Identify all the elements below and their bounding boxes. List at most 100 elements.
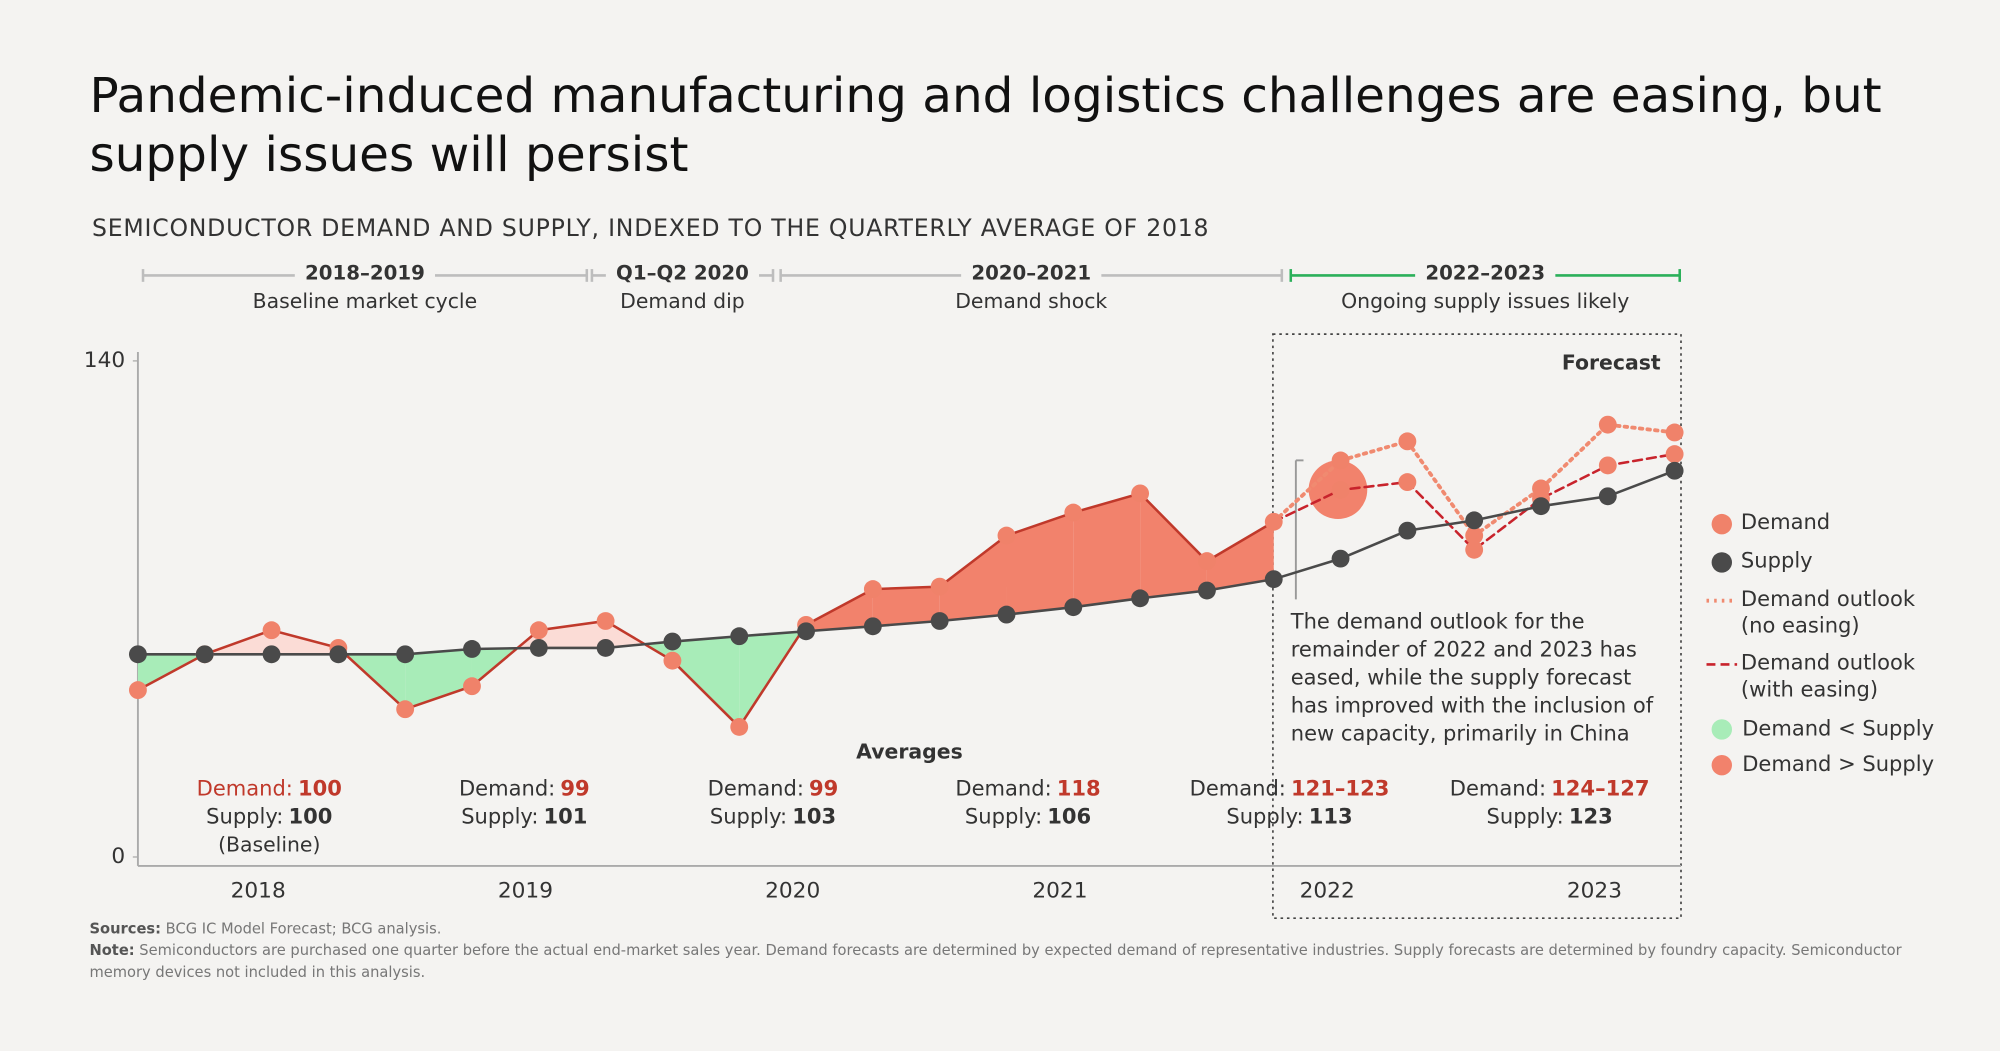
data-point — [1465, 511, 1484, 530]
annotation: remainder of 2022 and 2023 has — [1291, 636, 1637, 661]
average-demand-value: 99 — [809, 775, 838, 800]
legend-label: Supply — [1741, 547, 1932, 574]
chart-title: Pandemic-induced manufacturing and logis… — [89, 66, 1925, 183]
average-supply-value: 101 — [544, 803, 588, 828]
period-subtitle: Ongoing supply issues likely — [1341, 289, 1629, 313]
data-point — [1331, 451, 1350, 470]
data-point — [1465, 526, 1484, 545]
legend-label: Demand — [1740, 510, 1831, 535]
legend-marker — [1711, 513, 1733, 535]
sources-box: Sources: BCG IC Model Forecast; BCG anal… — [89, 919, 442, 938]
period-title-bg — [605, 261, 760, 285]
gap-area — [405, 648, 472, 710]
average-demand-value: 121–123 — [1291, 775, 1389, 800]
x-tick-label: 2018 — [231, 878, 286, 903]
x-tick-label: 2023 — [1567, 878, 1622, 903]
period-title-bg — [1415, 261, 1556, 285]
forecast-box — [1272, 333, 1682, 920]
gap-area — [1140, 493, 1207, 599]
average-demand-label: Demand: — [197, 775, 293, 800]
average-demand: Demand: 100 — [197, 775, 342, 800]
gap-area — [1073, 493, 1141, 608]
data-point — [1598, 415, 1617, 434]
series-line — [136, 491, 1276, 729]
data-point — [1198, 581, 1216, 600]
data-point — [730, 627, 749, 646]
series-line — [136, 469, 1676, 656]
legend-label: Demand outlook (no easing) — [1740, 586, 1916, 638]
average-demand-label: Demand: — [1450, 775, 1546, 800]
average-demand-label: Demand: — [708, 775, 804, 800]
gap-area — [1006, 512, 1074, 615]
sources-text: BCG IC Model Forecast; BCG analysis. — [165, 919, 442, 938]
average-supply-value: 113 — [1309, 803, 1353, 828]
legend-label: Demand outlook (with easing) — [1741, 649, 1932, 703]
legend-label: Demand < Supply — [1742, 715, 1934, 740]
average-supply-label: Supply: — [461, 803, 538, 828]
average-demand-value: 99 — [560, 775, 589, 800]
average-supply: Supply: 100 — [206, 803, 332, 828]
legend-label-box: Demand outlook (no easing) — [1741, 585, 1932, 639]
average-demand-value: 100 — [298, 775, 342, 800]
annotation: eased, while the supply forecast — [1291, 664, 1631, 689]
gap-area — [672, 636, 740, 727]
sources-label: Sources: — [89, 919, 162, 938]
average-supply-label: Supply: — [710, 803, 787, 828]
data-point — [1598, 487, 1617, 506]
note-box: Note: Semiconductors are purchased one q… — [89, 940, 1913, 983]
data-point — [262, 645, 281, 664]
legend-label: Demand outlook (no easing) — [1741, 585, 1932, 639]
period-title: 2020–2021 — [971, 262, 1091, 285]
data-point — [1064, 598, 1083, 617]
average-supply: Supply: 123 — [1487, 803, 1613, 828]
average-demand: Demand: 99 — [459, 775, 590, 800]
note: Note: Semiconductors are purchased one q… — [89, 940, 1913, 983]
average-supply: Supply: 113 — [1226, 803, 1352, 828]
data-point — [1131, 589, 1150, 608]
note-label: Note: — [89, 941, 135, 960]
chart-subtitle: SEMICONDUCTOR DEMAND AND SUPPLY, INDEXED… — [92, 214, 1209, 242]
data-point — [863, 580, 882, 599]
data-point — [1665, 461, 1684, 480]
data-point — [396, 645, 415, 664]
legend-marker — [1711, 754, 1733, 776]
period-subtitle: Demand dip — [620, 289, 745, 313]
forecast-label: Forecast — [1562, 350, 1661, 374]
x-tick-label: 2020 — [765, 878, 820, 903]
note-text: Semiconductors are purchased one quarter… — [89, 941, 1902, 981]
x-tick-label: 2022 — [1300, 878, 1355, 903]
data-point — [128, 645, 147, 664]
data-point — [797, 622, 815, 641]
data-point — [529, 621, 548, 640]
average-supply-label: Supply: — [965, 803, 1042, 828]
average-supply-label: Supply: — [206, 803, 283, 828]
average-demand-value: 124–127 — [1551, 775, 1649, 800]
average-note: (Baseline) — [218, 833, 320, 857]
average-demand-label: Demand: — [1190, 775, 1286, 800]
data-point — [596, 638, 615, 657]
gap-area — [939, 535, 1007, 621]
data-point — [1331, 480, 1350, 499]
gap-area — [872, 586, 940, 627]
data-point — [396, 700, 415, 719]
period-title: Q1–Q2 2020 — [616, 262, 749, 285]
data-point — [1398, 473, 1417, 492]
y-tick-label: 0 — [111, 844, 125, 869]
legend-label: Demand outlook (with easing) — [1740, 650, 1916, 702]
data-point — [1665, 445, 1684, 464]
period-title: 2022–2023 — [1425, 262, 1545, 285]
gap-area — [1206, 521, 1274, 591]
average-demand: Demand: 121–123 — [1190, 775, 1390, 800]
average-supply-label: Supply: — [1226, 803, 1303, 828]
average-demand: Demand: 99 — [708, 775, 839, 800]
data-point — [195, 645, 214, 664]
average-supply-label: Supply: — [1487, 803, 1564, 828]
data-point — [596, 612, 615, 630]
period-title: 2018–2019 — [305, 262, 425, 285]
data-point — [262, 621, 281, 640]
average-supply: Supply: 101 — [461, 803, 587, 828]
data-point — [1598, 456, 1617, 475]
legend-label-box: Demand — [1740, 510, 1831, 535]
